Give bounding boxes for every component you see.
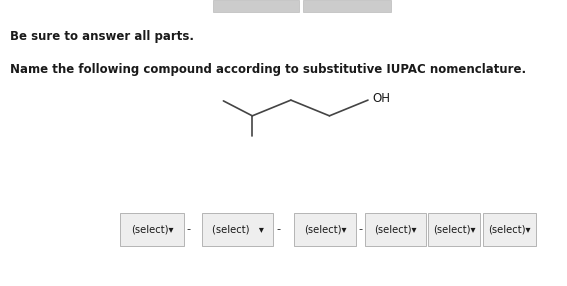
Text: -: -	[187, 225, 191, 235]
FancyBboxPatch shape	[202, 213, 273, 246]
FancyBboxPatch shape	[483, 213, 536, 246]
FancyBboxPatch shape	[428, 213, 480, 246]
Text: Be sure to answer all parts.: Be sure to answer all parts.	[10, 30, 194, 43]
FancyBboxPatch shape	[365, 213, 426, 246]
FancyBboxPatch shape	[294, 213, 356, 246]
FancyBboxPatch shape	[303, 0, 391, 12]
Text: (select)▾: (select)▾	[304, 225, 346, 235]
Text: -: -	[276, 225, 281, 235]
FancyBboxPatch shape	[213, 0, 299, 12]
Text: (select)▾: (select)▾	[131, 225, 173, 235]
Text: (select)▾: (select)▾	[374, 225, 416, 235]
Text: OH: OH	[373, 92, 391, 105]
Text: -: -	[358, 225, 363, 235]
FancyBboxPatch shape	[120, 213, 184, 246]
Text: (select)▾: (select)▾	[488, 225, 531, 235]
Text: Name the following compound according to substitutive IUPAC nomenclature.: Name the following compound according to…	[10, 63, 526, 76]
Text: (select)▾: (select)▾	[433, 225, 475, 235]
Text: (select)   ▾: (select) ▾	[211, 225, 264, 235]
